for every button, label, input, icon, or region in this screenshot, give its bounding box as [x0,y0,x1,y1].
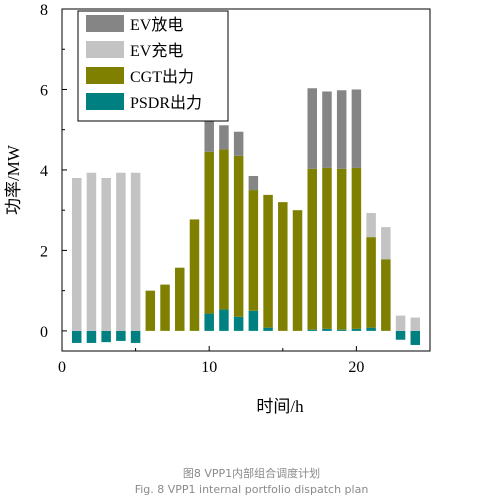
legend-label-PSDR出力: PSDR出力 [130,94,202,112]
legend-swatch-PSDR出力 [86,93,124,110]
bar-EV充电-5 [130,172,141,331]
bar-EV充电-22 [381,227,391,260]
bar-PSDR出力-10 [204,313,214,331]
bar-PSDR出力-3 [101,330,111,343]
x-tick-label-0: 0 [58,359,66,376]
x-tick-label-20: 20 [348,359,364,376]
bar-CGT出力-19 [336,168,347,330]
bar-CGT出力-16 [292,210,303,331]
bar-EV充电-21 [366,212,376,238]
legend-swatch-EV充电 [86,41,124,58]
legend-items: EV放电 EV充电 CGT出力 PSDR出力 [86,15,202,112]
bar-CGT出力-14 [263,194,273,328]
bar-EV充电-24 [410,317,421,331]
bar-EV放电-11 [219,125,229,150]
bar-EV放电-18 [322,91,332,168]
bars-layer [71,88,421,345]
bar-PSDR出力-11 [219,309,229,331]
y-tick-label-0: 0 [40,324,48,341]
legend-swatch-CGT出力 [86,67,124,84]
bar-PSDR出力-13 [248,310,259,331]
bar-CGT出力-17 [307,168,317,330]
bar-EV放电-10 [204,119,214,152]
bar-CGT出力-22 [381,259,391,331]
bar-PSDR出力-24 [410,330,421,345]
legend: EV放电 EV充电 CGT出力 PSDR出力 [77,10,229,122]
bar-PSDR出力-14 [263,327,273,331]
bar-EV充电-3 [101,177,111,331]
bar-CGT出力-6 [145,290,156,331]
bar-EV充电-1 [71,177,82,331]
x-axis-label: 时间/h [256,397,304,416]
ticks-layer: 0 10 20 0 2 4 6 8 [40,2,431,376]
bar-PSDR出力-23 [395,330,406,340]
bar-CGT出力-21 [366,237,376,328]
bar-PSDR出力-1 [71,330,82,343]
y-tick-label-6: 6 [40,82,48,99]
legend-label-EV充电: EV充电 [130,42,183,60]
y-tick-label-2: 2 [40,243,48,260]
legend-label-EV放电: EV放电 [130,16,183,34]
legend-swatch-EV放电 [86,15,124,32]
bar-PSDR出力-21 [366,327,376,331]
bar-PSDR出力-19 [336,329,347,331]
bar-CGT出力-9 [189,219,200,331]
bar-CGT出力-10 [204,151,214,314]
bar-CGT出力-11 [219,149,229,310]
bar-CGT出力-20 [351,167,362,329]
bar-EV放电-20 [351,89,362,168]
bar-EV放电-13 [248,175,259,191]
bar-EV放电-12 [233,131,244,156]
bar-PSDR出力-4 [116,330,126,341]
y-tick-label-4: 4 [40,163,48,180]
x-tick-label-10: 10 [201,359,217,376]
y-tick-label-8: 8 [40,2,48,19]
legend-label-CGT出力: CGT出力 [130,68,194,86]
bar-EV放电-17 [307,88,317,169]
figure-caption-english: Fig. 8 VPP1 internal portfolio dispatch … [134,483,369,496]
bar-PSDR出力-17 [307,329,317,331]
bar-EV充电-2 [86,172,97,331]
figure-caption-chinese: 图8 VPP1内部组合调度计划 [182,467,321,480]
bar-PSDR出力-2 [86,330,97,343]
bar-CGT出力-12 [233,155,244,317]
bar-PSDR出力-18 [322,328,332,331]
bar-PSDR出力-5 [130,330,141,343]
bar-EV充电-23 [395,315,406,331]
plot-frame [61,8,431,352]
bar-PSDR出力-20 [351,328,362,331]
bar-CGT出力-8 [175,267,185,331]
bar-CGT出力-18 [322,167,332,329]
bar-PSDR出力-12 [233,316,244,331]
bar-EV充电-4 [116,172,126,331]
bar-CGT出力-7 [160,284,170,331]
bar-CGT出力-13 [248,190,259,311]
bar-CGT出力-15 [278,202,288,331]
y-axis-label: 功率/MW [4,144,23,215]
bar-EV放电-19 [336,90,347,169]
